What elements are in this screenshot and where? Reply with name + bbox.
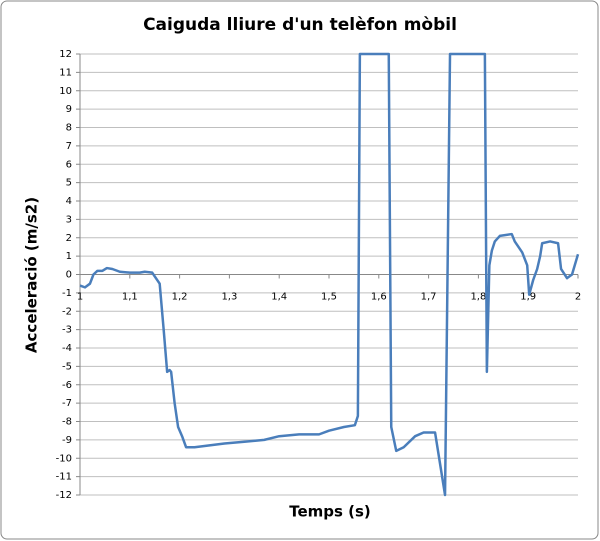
x-tick-label: 1,7 <box>421 292 437 303</box>
x-axis-label: Temps (s) <box>289 503 371 521</box>
x-tick-label: 2 <box>575 292 581 303</box>
y-tick-label: -5 <box>62 361 72 372</box>
x-tick-label: 1,5 <box>321 292 337 303</box>
y-tick-label: 3 <box>66 214 72 225</box>
y-tick-label: 6 <box>66 159 72 170</box>
y-tick-label: 0 <box>66 270 72 281</box>
x-tick-label: 1,9 <box>520 292 536 303</box>
y-tick-label: 5 <box>66 178 72 189</box>
y-tick-label: 9 <box>66 104 72 115</box>
x-tick-label: 1 <box>77 292 83 303</box>
x-tick-label: 1,6 <box>371 292 387 303</box>
y-tick-label: -7 <box>62 398 72 409</box>
x-tick-label: 1,4 <box>271 292 287 303</box>
y-tick-label: 1 <box>66 251 72 262</box>
y-tick-label: -8 <box>62 417 72 428</box>
y-axis-label: Acceleració (m/s2) <box>23 197 41 353</box>
x-tick-label: 1,2 <box>172 292 188 303</box>
y-tick-label: 10 <box>59 86 72 97</box>
chart-title: Caiguda lliure d'un telèfon mòbil <box>143 15 457 35</box>
y-tick-label: -10 <box>56 453 72 464</box>
y-tick-label: 2 <box>66 233 72 244</box>
x-tick-label: 1,8 <box>470 292 486 303</box>
y-tick-label: 8 <box>66 123 72 134</box>
x-tick-label: 1,1 <box>122 292 138 303</box>
y-tick-label: 7 <box>66 141 72 152</box>
y-tick-label: -11 <box>56 472 72 483</box>
y-tick-label: -3 <box>62 325 72 336</box>
x-tick-label: 1,3 <box>221 292 237 303</box>
y-tick-label: 4 <box>66 196 72 207</box>
y-tick-label: 11 <box>59 67 72 78</box>
y-tick-label: -2 <box>62 306 72 317</box>
y-tick-label: -9 <box>62 435 72 446</box>
y-tick-label: -6 <box>62 380 72 391</box>
y-tick-label: 12 <box>59 49 72 60</box>
y-tick-label: -12 <box>56 490 72 501</box>
y-tick-label: -4 <box>62 343 72 354</box>
data-line <box>79 52 580 497</box>
y-tick-label: -1 <box>62 288 72 299</box>
